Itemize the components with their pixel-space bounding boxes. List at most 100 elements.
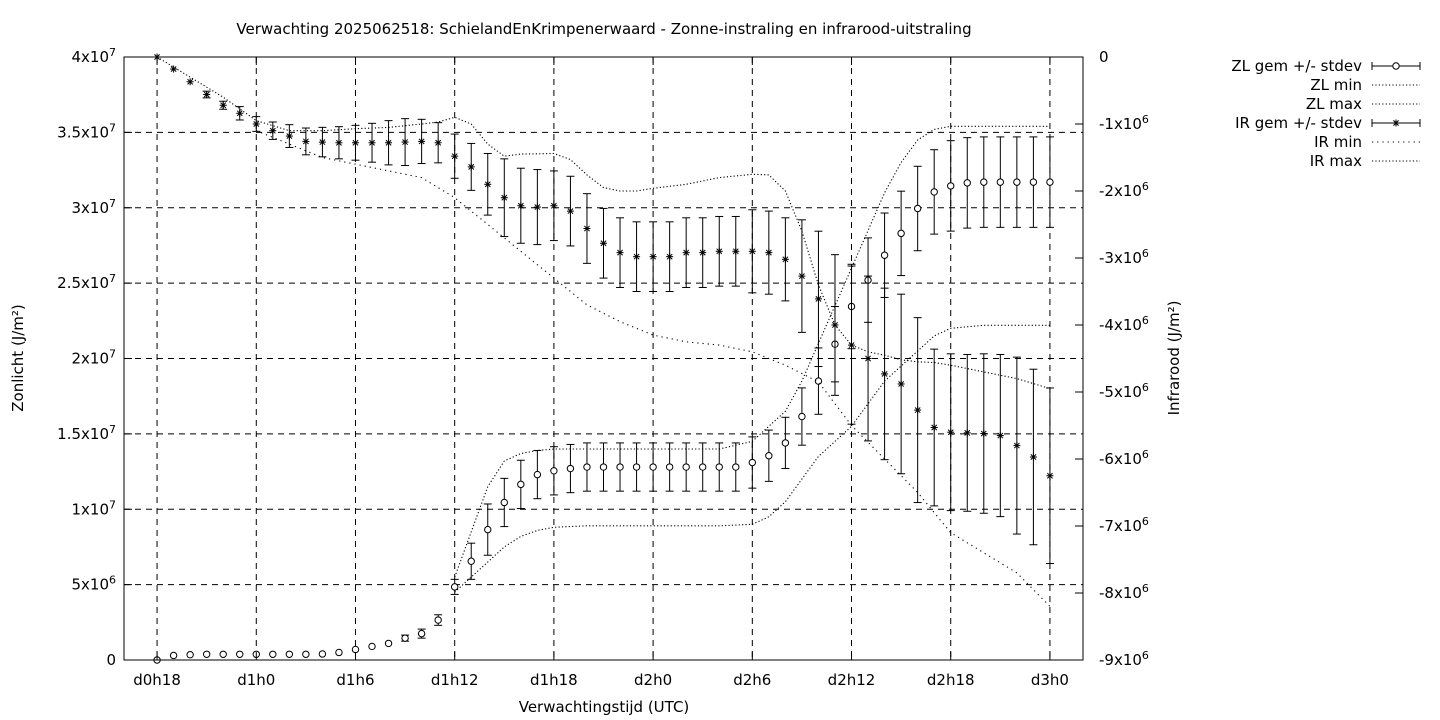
- data-point: [169, 651, 178, 660]
- y-right-tick-label: -6x106: [1099, 448, 1149, 468]
- data-point: [467, 557, 475, 565]
- data-point: [880, 251, 889, 259]
- legend-label: ZL min: [1310, 76, 1362, 94]
- data-point: [269, 650, 277, 658]
- series-line-zl-min: [454, 324, 1050, 593]
- data-point: [699, 463, 707, 471]
- data-point: [715, 247, 723, 255]
- data-point: [732, 463, 740, 471]
- series-line-zl-max: [454, 125, 1050, 578]
- data-point: [236, 650, 244, 658]
- legend-label: IR max: [1310, 152, 1362, 170]
- data-point: [930, 188, 938, 196]
- data-point: [318, 650, 327, 658]
- data-point: [186, 651, 194, 659]
- data-point: [665, 463, 674, 471]
- data-point: [351, 645, 360, 654]
- legend-item: IR max: [1310, 152, 1420, 170]
- data-point: [583, 225, 591, 233]
- legend-label: ZL max: [1306, 95, 1362, 113]
- y-axis-left-label: Zonlicht (J/m²): [9, 304, 27, 412]
- data-point: [517, 480, 525, 489]
- plot-series: [153, 53, 1054, 664]
- x-tick-label: d2h6: [733, 671, 771, 689]
- data-point: [599, 463, 608, 471]
- y-left-tick-label: 1.5x107: [57, 423, 116, 443]
- axes: d0h18 d1h0 d1h6 d1h12 d1h18 d2h0 d2h6 d2h12 d2h1…: [57, 46, 1149, 689]
- data-point: [963, 429, 971, 437]
- data-point: [384, 639, 393, 648]
- data-point: [996, 432, 1004, 440]
- data-point: [600, 239, 607, 247]
- y-right-tick-label: -2x106: [1099, 180, 1149, 200]
- data-point: [947, 428, 955, 436]
- legend-label: IR min: [1314, 133, 1362, 151]
- legend-item: ZL min: [1310, 76, 1420, 94]
- x-tick-label: d1h18: [530, 671, 578, 689]
- data-point: [781, 439, 790, 447]
- series-zl-mean: [153, 136, 1054, 664]
- data-point: [616, 249, 624, 257]
- data-point: [202, 650, 211, 658]
- data-point: [914, 406, 922, 414]
- data-point: [913, 204, 922, 213]
- data-point: [1013, 178, 1021, 186]
- data-point: [566, 464, 575, 473]
- y-axis-right-label: Infrarood (J/m²): [1165, 301, 1183, 416]
- data-point: [682, 249, 690, 257]
- data-point: [401, 634, 409, 642]
- data-point: [616, 463, 624, 471]
- x-tick-label: d1h0: [237, 671, 275, 689]
- data-point: [930, 424, 938, 432]
- data-point: [633, 253, 641, 261]
- data-point: [434, 139, 442, 147]
- data-point: [649, 463, 657, 471]
- data-point: [897, 229, 905, 238]
- data-point: [848, 341, 856, 349]
- data-point: [219, 650, 227, 658]
- data-point: [1029, 178, 1038, 186]
- data-point: [1046, 472, 1054, 480]
- y-left-tick-label: 0: [106, 651, 116, 669]
- data-point: [550, 467, 558, 475]
- data-point: [252, 120, 260, 128]
- data-point: [666, 253, 674, 261]
- y-left-tick-label: 1x107: [71, 498, 116, 518]
- data-point: [385, 139, 393, 147]
- series-ir-mean: [153, 53, 1054, 565]
- data-point: [715, 463, 723, 471]
- data-point: [368, 139, 376, 147]
- data-point: [732, 247, 740, 255]
- y-right-tick-label: -7x106: [1099, 515, 1149, 535]
- data-point: [781, 255, 789, 263]
- data-point: [881, 370, 889, 378]
- legend-label: IR gem +/- stdev: [1235, 114, 1362, 132]
- data-point: [484, 180, 492, 188]
- legend-item: IR gem +/- stdev: [1235, 114, 1421, 132]
- data-point: [170, 65, 178, 73]
- data-point: [450, 583, 459, 591]
- data-point: [980, 178, 988, 186]
- x-tick-label: d1h6: [336, 671, 374, 689]
- data-point: [451, 152, 459, 160]
- data-point: [351, 139, 359, 147]
- series-line-ir-max: [156, 56, 1051, 390]
- data-point: [500, 194, 508, 202]
- y-right-tick-label: -8x106: [1099, 582, 1149, 602]
- data-point: [434, 616, 442, 624]
- data-point: [219, 101, 227, 109]
- data-point: [401, 138, 409, 146]
- data-point: [814, 295, 822, 303]
- data-point: [682, 463, 690, 471]
- data-point: [517, 202, 525, 210]
- data-point: [302, 650, 310, 658]
- legend-item: ZL max: [1306, 95, 1420, 113]
- data-point: [864, 355, 872, 362]
- data-point: [550, 202, 558, 210]
- data-point: [947, 182, 955, 190]
- data-point: [285, 650, 294, 658]
- data-point: [699, 249, 707, 257]
- x-tick-label: d2h18: [927, 671, 975, 689]
